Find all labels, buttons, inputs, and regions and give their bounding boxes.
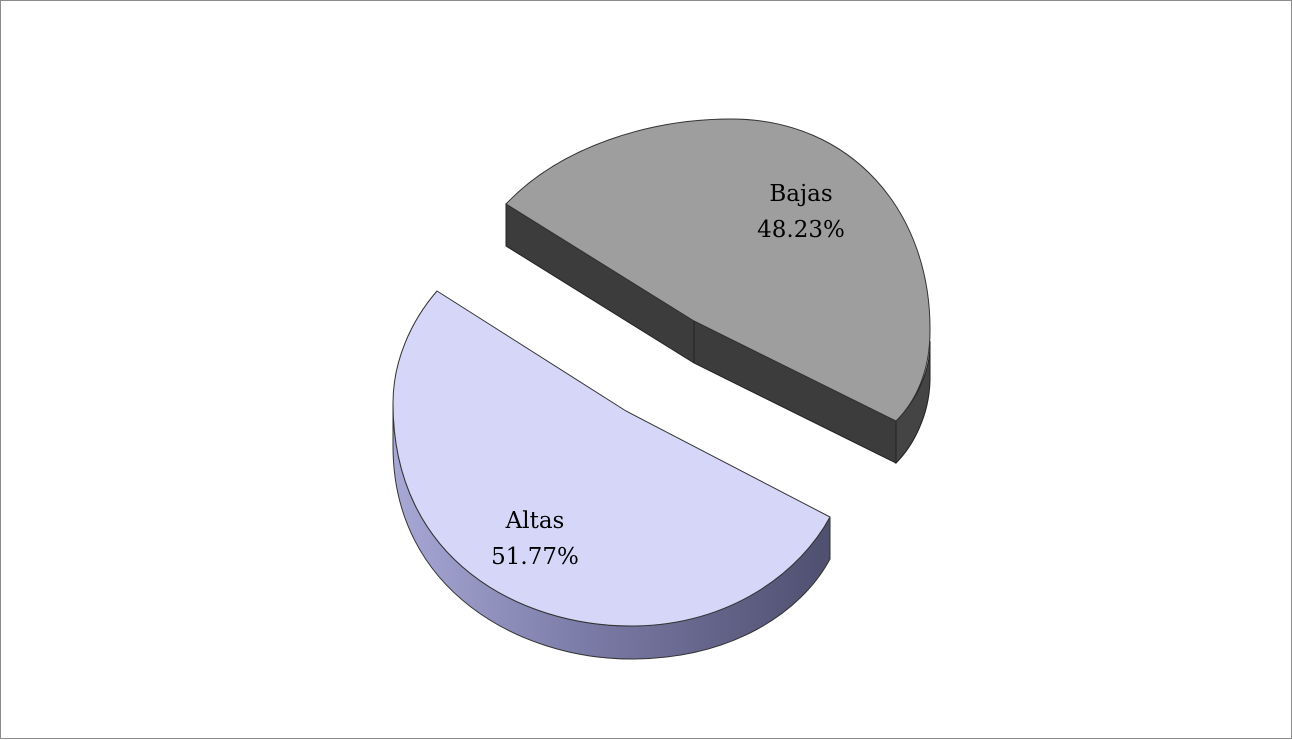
- slice-altas-value: 51.77%: [491, 544, 579, 570]
- slice-bajas-label: Bajas: [769, 181, 832, 207]
- slice-altas-label: Altas: [505, 508, 565, 534]
- slice-bajas-value: 48.23%: [757, 217, 845, 243]
